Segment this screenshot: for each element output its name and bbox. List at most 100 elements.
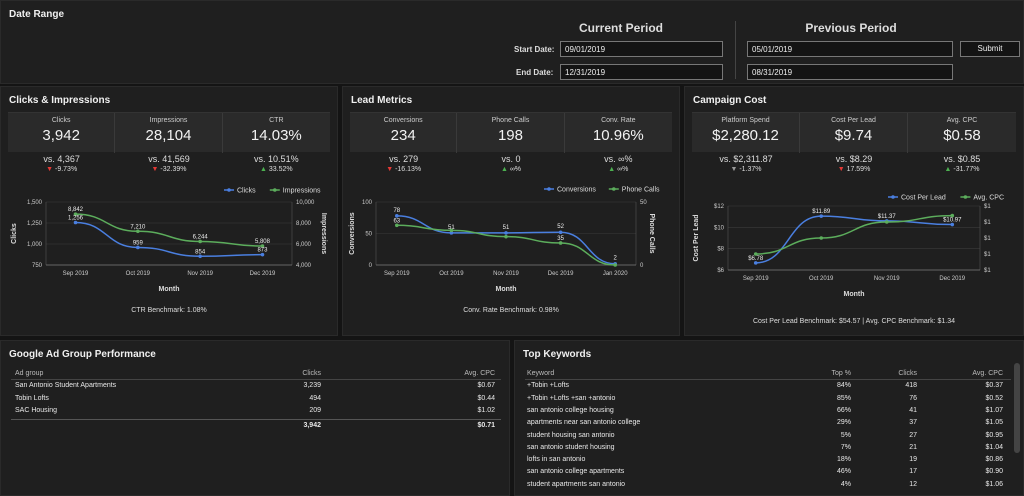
kpi-value: $2,280.12: [712, 127, 779, 144]
triangle-down-icon: ▼: [730, 166, 740, 173]
kpi-delta: ∞%: [617, 166, 629, 173]
kpi-vs: vs. $2,311.87: [719, 154, 773, 164]
table-row: san antonio college apartments 46% 17 $0.90: [525, 466, 1011, 478]
x-tick-label: Sep 2019: [384, 271, 410, 277]
kpi-label: CTR: [269, 117, 284, 124]
table-row-cell: $0.95: [985, 431, 1003, 439]
data-label: 52: [557, 224, 564, 230]
clicks-kpi-row: Clicks 3,942 Impressions 28,104 CTR 14.03%: [8, 112, 330, 153]
ctr-benchmark: CTR Benchmark: 1.08%: [131, 307, 207, 314]
data-label: $6.78: [748, 256, 764, 262]
data-point: [884, 220, 889, 224]
table-row-cell: $1.02: [477, 406, 495, 414]
table-header-cell: Top %: [831, 370, 851, 377]
table-row: San Antonio Student Apartments 3,239 $0.67: [11, 380, 501, 392]
leads-kpi-1: Phone Calls 198: [457, 113, 565, 153]
y-tick-label: 750: [32, 263, 43, 269]
cost-kpi-compare-2: vs. $0.85 ▲ -31.77%: [908, 154, 1016, 173]
y2-axis-title: Phone Calls: [648, 213, 655, 253]
kpi-vs: vs. 41,569: [148, 154, 190, 164]
table-header-cell: Clicks: [302, 370, 321, 377]
x-axis-title: Month: [844, 291, 865, 298]
cost-panel-title: Campaign Cost: [693, 95, 767, 106]
keywords-table: Keyword Top % Clicks Avg. CPC +Tobin +Lofts 8…: [525, 368, 1011, 494]
kpi-label: Conv. Rate: [601, 117, 636, 124]
clicks-kpi-compare-2: vs. 10.51% ▲ 33.52%: [223, 154, 330, 173]
kpi-value: $9.74: [834, 127, 873, 144]
kpi-value: $0.58: [943, 127, 981, 144]
table-row-cell: 3,239: [303, 382, 321, 390]
cost-benchmark: Cost Per Lead Benchmark: $54.57 | Avg. C…: [752, 318, 956, 325]
table-row-cell: student housing san antonio: [527, 431, 615, 439]
kpi-value: 14.03%: [250, 127, 302, 144]
submit-button[interactable]: Submit: [960, 41, 1020, 57]
kpi-value: 3,942: [42, 127, 80, 144]
kpi-value: 234: [390, 127, 416, 144]
data-point: [504, 234, 508, 239]
table-row: Tobin Lofts 494 $0.44: [11, 393, 501, 405]
leads-kpi-0: Conversions 234: [350, 113, 458, 153]
table-row-cell: $0.52: [985, 394, 1003, 402]
previous-start-date-input[interactable]: 05/01/2019: [747, 41, 953, 57]
x-tick-label: Oct 2019: [439, 271, 464, 277]
data-point: [558, 230, 563, 235]
table-row-cell: 66%: [836, 406, 851, 414]
previous-end-date-input[interactable]: 08/31/2019: [747, 64, 953, 80]
table-row-cell: +Tobin +Lofts: [527, 382, 570, 390]
leads-kpi-compare-0: vs. 279 ▼ -16.13%: [350, 154, 457, 173]
data-label: 959: [133, 240, 144, 246]
data-label: 6,244: [193, 234, 209, 240]
table-header[interactable]: Keyword Top % Clicks Avg. CPC: [525, 368, 1011, 380]
data-label: 78: [393, 208, 400, 214]
table-header[interactable]: Ad group Clicks Avg. CPC: [11, 368, 501, 380]
top-keywords-panel: Top Keywords Keyword Top % Clicks Avg. CPC +…: [514, 340, 1024, 496]
x-tick-label: Oct 2019: [809, 276, 834, 282]
legend-marker: [227, 188, 231, 192]
table-header-cell: Avg. CPC: [464, 370, 495, 377]
y2-tick-label: $1: [984, 204, 991, 210]
y-tick-label: 50: [365, 232, 372, 238]
table-row-cell: student apartments san antonio: [527, 480, 626, 488]
table-row-cell: $1.04: [985, 443, 1003, 451]
kpi-label: Clicks: [51, 117, 71, 124]
table-row: san antonio college housing 66% 41 $1.07: [525, 405, 1011, 417]
table-row-cell: 76: [909, 394, 917, 402]
data-point: [613, 263, 617, 267]
table-header-cell: Clicks: [898, 370, 917, 377]
kpi-vs: vs. 10.51%: [254, 154, 299, 164]
triangle-down-icon: ▼: [386, 166, 396, 173]
data-label: 8,842: [68, 207, 84, 213]
data-label: 35: [557, 236, 564, 242]
table-total-row-cell: $0.71: [477, 422, 495, 430]
legend-marker: [891, 195, 895, 199]
series-line-avg-cpc: [755, 214, 953, 255]
table-total-row: 3,942 $0.71: [11, 419, 501, 431]
triangle-down-icon: ▼: [837, 166, 847, 173]
conv-rate-benchmark: Conv. Rate Benchmark: 0.98%: [463, 307, 559, 314]
cost-kpi-1: Cost Per Lead $9.74: [800, 113, 908, 153]
series-line-clicks: [75, 221, 263, 258]
kpi-delta: 33.52%: [268, 166, 293, 173]
start-date-label: Start Date:: [514, 45, 555, 54]
legend-marker: [273, 188, 277, 192]
table-row-cell: 84%: [836, 382, 851, 390]
data-point: [260, 252, 265, 257]
kpi-vs: vs. ∞%: [604, 154, 633, 164]
keywords-scrollbar[interactable]: [1014, 363, 1020, 453]
kpi-label: Avg. CPC: [946, 117, 978, 124]
x-axis-title: Month: [159, 286, 180, 293]
y-axis-title: Cost Per Lead: [693, 214, 700, 261]
current-end-date-input[interactable]: 12/31/2019: [560, 64, 723, 80]
y-axis-title: Conversions: [349, 212, 356, 255]
kpi-vs: vs. 0: [501, 154, 521, 164]
table-row-cell: 18%: [836, 456, 851, 464]
y2-tick-label: 50: [640, 200, 647, 206]
y-tick-label: 0: [369, 263, 373, 269]
series-line-impressions: [75, 213, 263, 247]
current-start-date-input[interactable]: 09/01/2019: [560, 41, 723, 57]
table-row: lofts in san antonio 18% 19 $0.86: [525, 454, 1011, 466]
data-point: [198, 239, 202, 244]
data-point: [136, 245, 140, 250]
table-row-cell: $0.67: [477, 382, 495, 390]
table-row-cell: $1.06: [985, 480, 1003, 488]
